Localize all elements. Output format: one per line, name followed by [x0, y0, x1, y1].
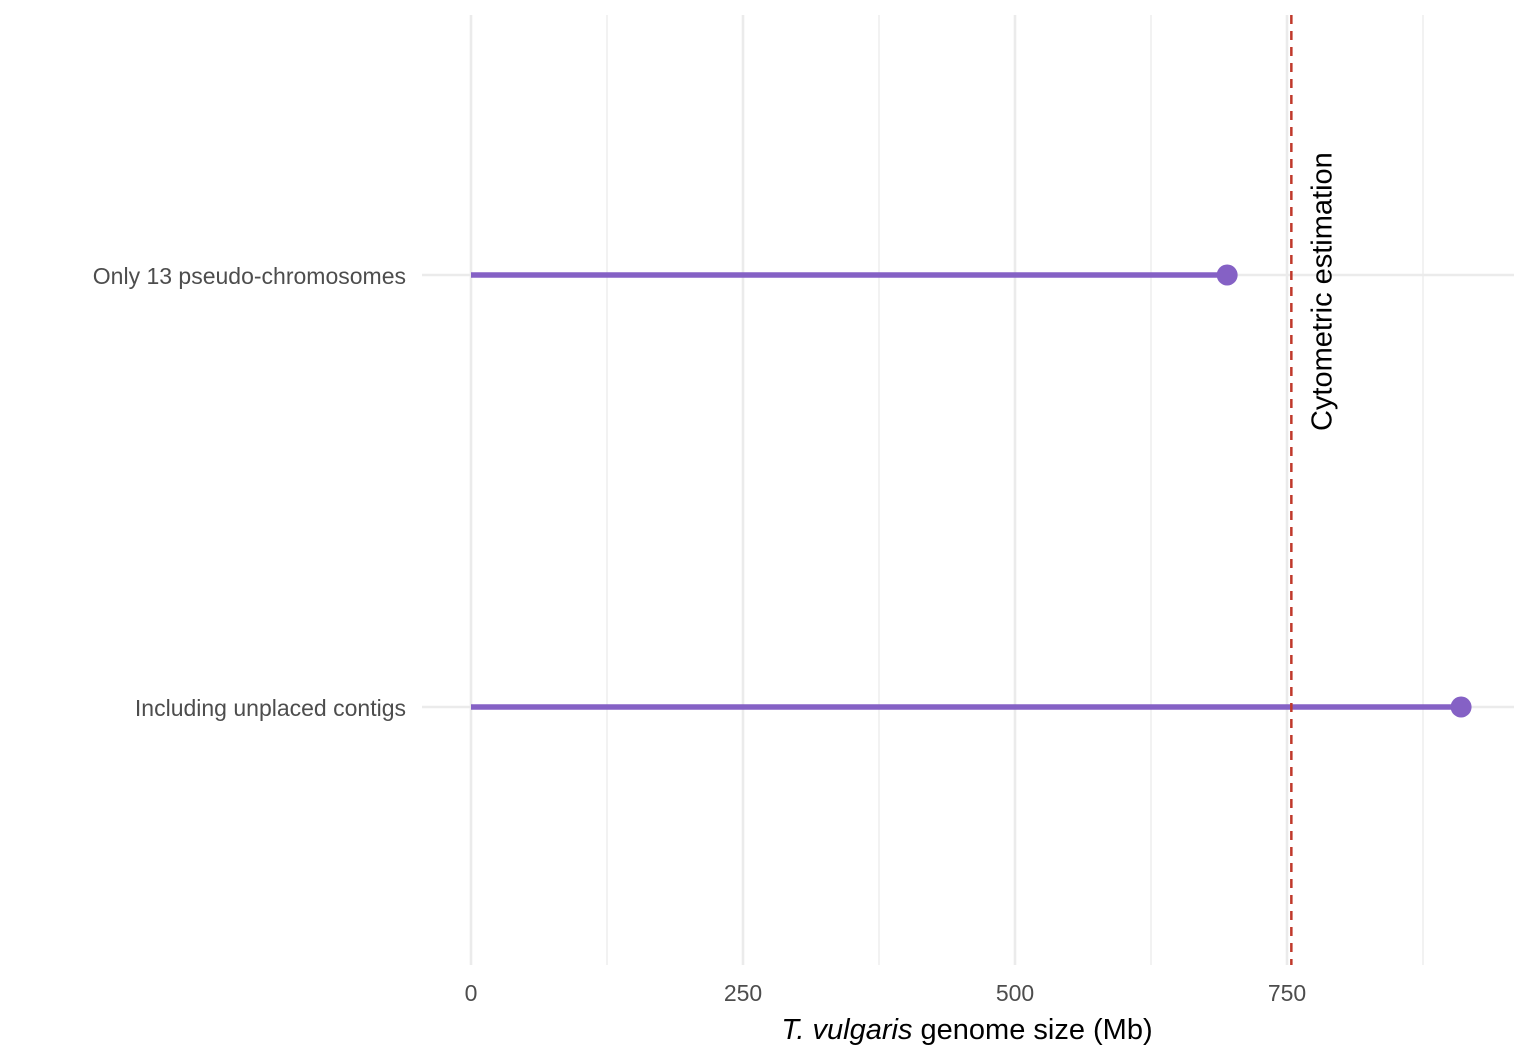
- category-gridlines: [422, 273, 1514, 709]
- x-tick-label: 250: [724, 980, 762, 1006]
- lollipop-stems: [471, 272, 1462, 710]
- minor-gridlines: [606, 15, 1424, 965]
- x-axis-title-rest: genome size (Mb): [912, 1014, 1152, 1046]
- reference-line-label: Cytometric estimation: [1306, 152, 1338, 431]
- x-tick-label: 500: [996, 980, 1034, 1006]
- data-point: [1450, 696, 1472, 718]
- x-tick-labels: 0 250 500 750: [465, 980, 1307, 1006]
- x-axis-title-italic: T. vulgaris: [781, 1014, 912, 1046]
- x-axis-title: T. vulgaris genome size (Mb): [781, 1014, 1152, 1046]
- y-tick-label: Only 13 pseudo-chromosomes: [93, 263, 406, 289]
- x-tick-label: 750: [1268, 980, 1306, 1006]
- major-gridlines: [469, 15, 1289, 965]
- reference-line-group: Cytometric estimation: [1290, 15, 1338, 965]
- x-tick-label: 0: [465, 980, 478, 1006]
- data-point: [1216, 264, 1238, 286]
- y-tick-label: Including unplaced contigs: [135, 695, 406, 721]
- y-tick-labels: Only 13 pseudo-chromosomes Including unpl…: [93, 263, 406, 721]
- lollipop-points: [1216, 264, 1472, 718]
